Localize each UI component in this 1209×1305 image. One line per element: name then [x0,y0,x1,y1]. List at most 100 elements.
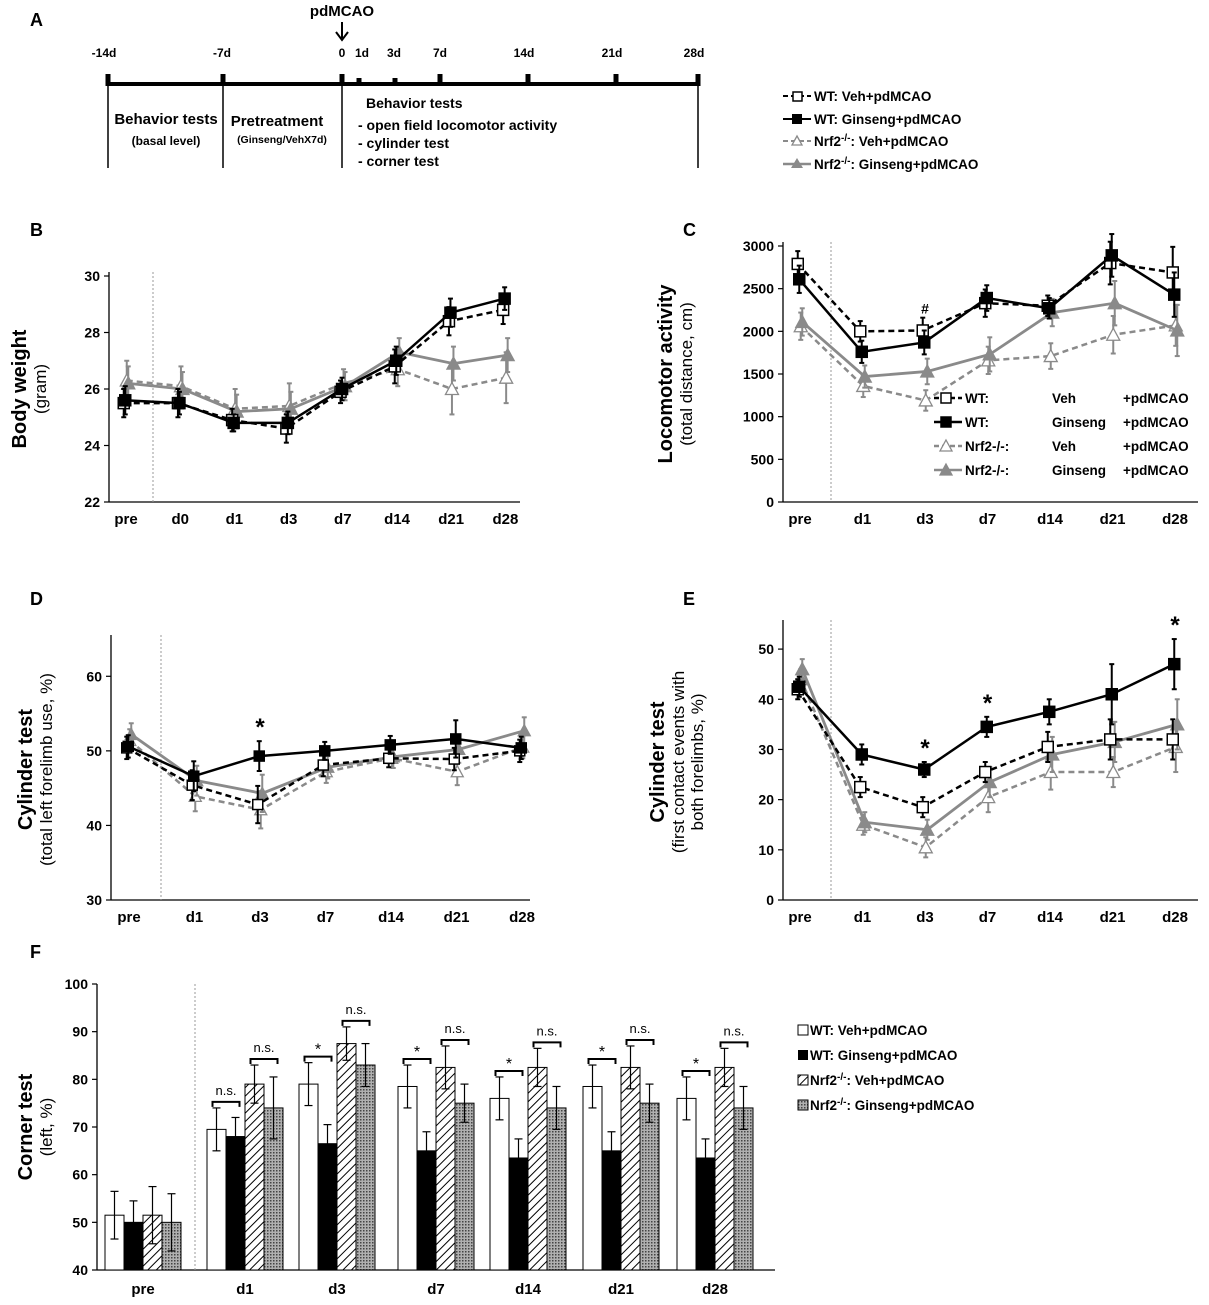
data-point [918,839,934,854]
data-point [119,394,132,407]
significance-label: n.s. [346,1002,367,1017]
x-tick-label: d1 [186,909,204,926]
filled-triangle-marker-icon [791,158,803,168]
data-point [980,291,993,305]
panel-label: C [683,220,696,240]
y-tick-label: 1000 [743,409,774,425]
x-tick-label: pre [788,511,811,528]
x-tick-label: d0 [171,511,189,528]
significance-marker: * [255,714,265,741]
x-tick-label: d14 [384,511,411,528]
y-tick-label: 50 [72,1214,88,1230]
bar [546,1107,567,1271]
phase3-item-3: - corner test [358,153,439,169]
legend-f-wt-veh: WT: Veh+pdMCAO [797,1023,927,1038]
legend-wt-veh: WT: Veh+pdMCAO [783,89,931,104]
legend-nrf2-veh: Nrf2-/-: Veh+pdMCAO [783,133,948,149]
bar [639,1102,660,1271]
legend-c-item: Nrf2-/-: Ginseng +pdMCAO [934,462,1189,478]
legend-c-item: WT: Ginseng +pdMCAO [934,415,1189,430]
significance-bracket [402,1058,432,1065]
y-tick-label: 40 [758,691,774,707]
y-axis-title: Corner test [15,1073,37,1180]
data-point [1168,288,1181,301]
significance-bracket [532,1041,562,1048]
significance-marker: * [920,735,930,762]
legend-nrf2-ginseng: Nrf2-/-: Ginseng+pdMCAO [783,156,978,172]
y-tick-label: 10 [758,842,774,858]
data-point [793,273,806,286]
x-tick-label: d7 [427,1281,445,1298]
data-point [1166,733,1179,746]
data-point [1107,295,1123,310]
timeline-tick-label: 21d [602,46,623,60]
y-tick-label: 2000 [743,323,774,339]
data-point [793,680,806,693]
x-tick-label: d14 [378,909,405,926]
x-tick-label: d14 [1037,909,1064,926]
series-1 [793,638,1181,779]
data-point [1169,322,1185,337]
top-legend: WT: Veh+pdMCAO WT: Ginseng+pdMCAO Nrf2-/… [783,89,978,172]
svg-text:Veh: Veh [1052,391,1076,406]
legend-c-item: WT: Veh +pdMCAO [934,391,1189,406]
y-tick-label: 90 [72,1024,88,1040]
y-tick-label: 1500 [743,366,774,382]
y-tick-label: 50 [758,641,774,657]
hatched-bar-swatch-icon [797,1074,809,1086]
data-point [515,742,527,754]
y-axis-subtitle: (left, %) [37,1098,56,1157]
timeline-tick-label: 14d [514,46,535,60]
y-tick-label: 28 [84,325,100,341]
bar [298,1083,319,1271]
locomotor-activity-chart: 0 500 1000 1500 2000 2500 3000 pre d1 d3 d7 d14 d21 d… [655,220,1198,528]
y-tick-label: 30 [758,741,774,757]
panel-label: E [683,589,695,609]
data-point [916,800,929,814]
data-point [791,257,804,271]
timeline-tick [339,74,345,86]
data-point [857,814,873,829]
significance-marker: * [1170,612,1180,639]
y-tick-label: 50 [86,743,102,759]
x-tick-label: pre [788,909,811,926]
y-axis-subtitle: (first contact events with [669,671,688,853]
data-point [448,753,460,765]
x-tick-label: d21 [1100,909,1126,926]
significance-bracket [681,1069,711,1076]
bar [733,1107,754,1271]
bar [454,1102,475,1271]
panel-label: D [30,589,43,609]
data-point [517,723,532,737]
y-axis-subtitle: (total left forelimb use, %) [37,673,56,866]
data-point [857,368,873,383]
svg-text:Ginseng: Ginseng [1052,415,1106,430]
phase3-item-2: - cylinder test [358,135,449,151]
y-tick-label: 100 [65,976,89,992]
timeline-tick [437,74,443,86]
legend-f-wt-ginseng: WT: Ginseng+pdMCAO [798,1048,957,1063]
bar [489,1097,510,1271]
panel-label: F [30,942,41,962]
data-point [253,750,265,762]
significance-label: * [693,1056,699,1073]
significance-bracket [303,1055,333,1062]
svg-text:WT: Ginseng+pdMCAO: WT: Ginseng+pdMCAO [814,112,961,127]
x-tick-label: pre [117,909,140,926]
data-point [255,786,270,800]
data-point [1043,302,1056,315]
bar [336,1043,357,1271]
svg-text:Nrf2-/-:: Nrf2-/-: [965,463,1009,478]
data-point [390,354,403,367]
x-tick-label: d3 [916,511,934,528]
x-tick-label: d21 [444,909,470,926]
x-tick-label: d28 [1162,909,1188,926]
data-point [980,720,993,734]
timeline-tick [392,78,398,86]
panel-label-a: A [30,10,43,30]
significance-label: * [599,1044,605,1061]
data-point [982,346,998,361]
x-tick-label: d3 [328,1281,346,1298]
svg-text:+pdMCAO: +pdMCAO [1123,439,1189,454]
x-tick-label: d28 [1162,511,1188,528]
